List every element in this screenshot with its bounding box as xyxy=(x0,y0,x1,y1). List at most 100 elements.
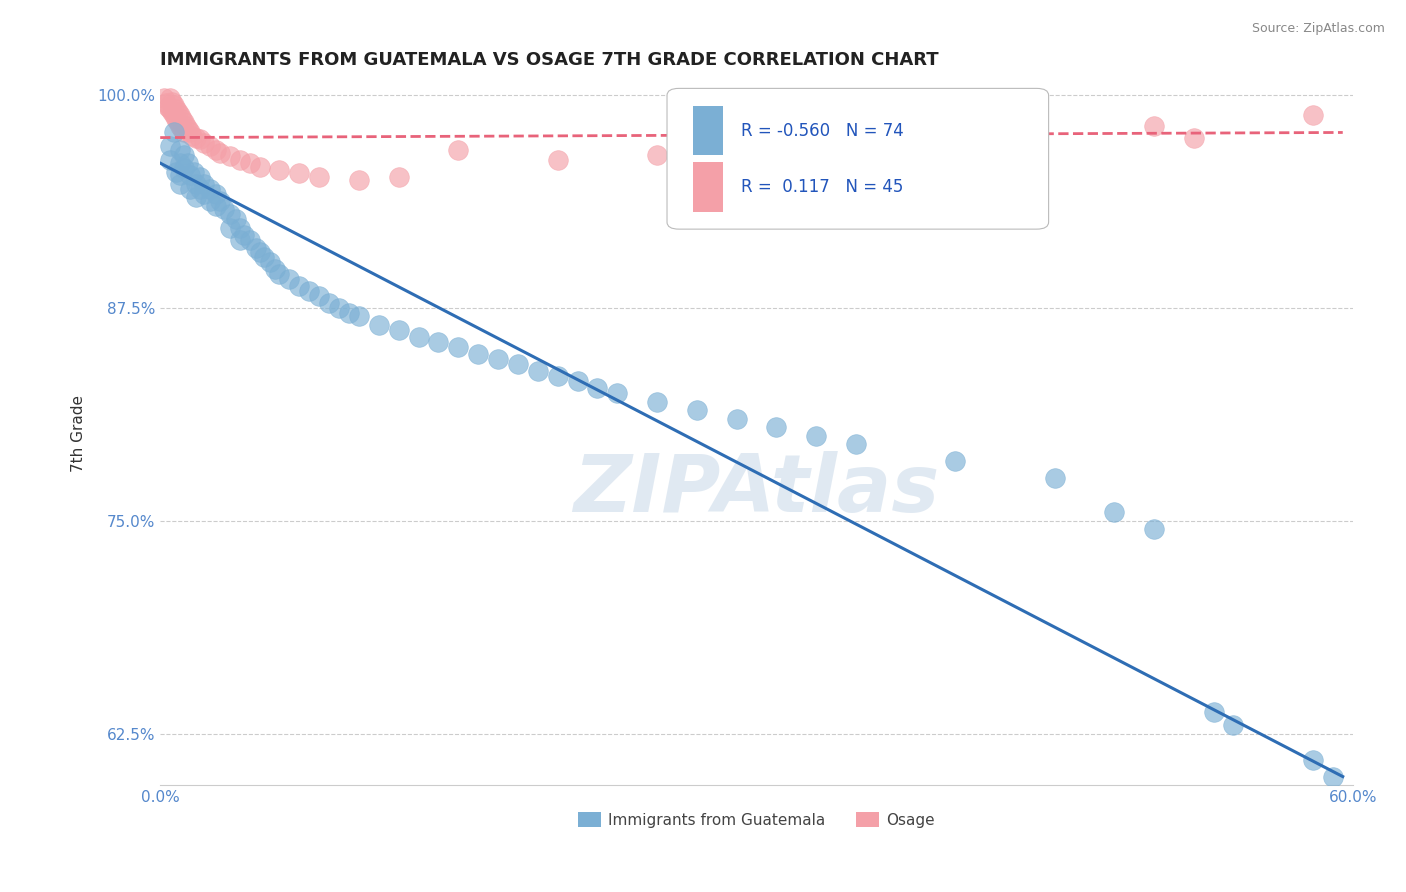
Point xyxy=(153,91,176,105)
Text: IMMIGRANTS FROM GUATEMALA VS OSAGE 7TH GRADE CORRELATION CHART: IMMIGRANTS FROM GUATEMALA VS OSAGE 7TH G… xyxy=(160,51,939,69)
Point xyxy=(184,177,207,191)
Point xyxy=(174,119,197,133)
Point xyxy=(467,347,489,361)
Point xyxy=(547,153,569,167)
Point xyxy=(165,112,187,126)
Bar xyxy=(693,106,723,155)
Point xyxy=(765,420,787,434)
Point xyxy=(686,403,709,417)
Point xyxy=(179,126,201,140)
Point xyxy=(1182,130,1205,145)
Point xyxy=(169,177,191,191)
Point xyxy=(567,374,589,388)
Point xyxy=(184,130,207,145)
Point xyxy=(645,147,668,161)
Point xyxy=(218,207,240,221)
Point xyxy=(288,166,311,180)
Legend: Immigrants from Guatemala, Osage: Immigrants from Guatemala, Osage xyxy=(572,805,942,834)
Point xyxy=(169,108,191,122)
Point xyxy=(586,381,609,395)
Point xyxy=(745,139,768,153)
Point xyxy=(239,233,262,247)
Point xyxy=(181,128,204,143)
Point xyxy=(179,168,201,182)
Text: R =  0.117   N = 45: R = 0.117 N = 45 xyxy=(741,178,903,196)
Point xyxy=(218,149,240,163)
Point xyxy=(208,194,231,208)
Point xyxy=(367,318,389,332)
Point xyxy=(318,296,340,310)
Point xyxy=(159,102,181,116)
Point xyxy=(155,96,177,111)
Point xyxy=(1102,506,1125,520)
Point xyxy=(205,199,228,213)
Point xyxy=(1322,770,1344,784)
Point xyxy=(269,267,291,281)
Point xyxy=(298,284,321,298)
Bar xyxy=(693,162,723,211)
Point xyxy=(183,164,205,178)
Point xyxy=(527,364,550,378)
Point xyxy=(165,164,187,178)
Point xyxy=(188,132,211,146)
Point xyxy=(388,323,411,337)
Point xyxy=(159,153,181,167)
Point xyxy=(347,310,370,324)
Point xyxy=(169,168,191,182)
Point xyxy=(249,244,271,259)
Point xyxy=(160,105,183,120)
Point xyxy=(486,352,509,367)
Point xyxy=(347,173,370,187)
Point xyxy=(228,153,250,167)
Point xyxy=(408,330,430,344)
Point xyxy=(228,233,250,247)
Y-axis label: 7th Grade: 7th Grade xyxy=(72,395,86,472)
Point xyxy=(205,143,228,157)
Point xyxy=(547,369,569,384)
Point xyxy=(1222,718,1244,732)
Point xyxy=(308,289,330,303)
Point xyxy=(173,126,195,140)
Point xyxy=(1143,523,1166,537)
Point xyxy=(165,102,187,116)
Point xyxy=(193,186,215,201)
Point xyxy=(337,306,360,320)
Point xyxy=(159,139,181,153)
Point xyxy=(1302,108,1324,122)
Point xyxy=(179,182,201,196)
Point xyxy=(184,190,207,204)
Point xyxy=(170,122,193,136)
Point xyxy=(447,340,470,354)
Point xyxy=(169,119,191,133)
Point xyxy=(328,301,350,315)
Point xyxy=(163,126,186,140)
Point xyxy=(212,202,235,216)
Point xyxy=(188,169,211,184)
Point xyxy=(177,122,200,136)
Point xyxy=(160,95,183,109)
Point xyxy=(170,112,193,126)
Point xyxy=(1302,752,1324,766)
Point xyxy=(198,194,221,208)
Point xyxy=(447,143,470,157)
Point xyxy=(198,139,221,153)
Point xyxy=(167,115,190,129)
Point xyxy=(177,156,200,170)
Point xyxy=(205,186,228,201)
Point xyxy=(308,169,330,184)
Point xyxy=(1143,119,1166,133)
Point xyxy=(193,177,215,191)
Point xyxy=(232,227,254,242)
Point xyxy=(173,115,195,129)
Point xyxy=(269,163,291,178)
Point xyxy=(1202,705,1225,719)
Point xyxy=(506,357,529,371)
Point xyxy=(252,250,274,264)
Point xyxy=(198,182,221,196)
Point xyxy=(163,108,186,122)
Point xyxy=(173,147,195,161)
Text: R = -0.560   N = 74: R = -0.560 N = 74 xyxy=(741,121,904,140)
Point xyxy=(228,220,250,235)
Point xyxy=(259,255,281,269)
Point xyxy=(225,212,247,227)
